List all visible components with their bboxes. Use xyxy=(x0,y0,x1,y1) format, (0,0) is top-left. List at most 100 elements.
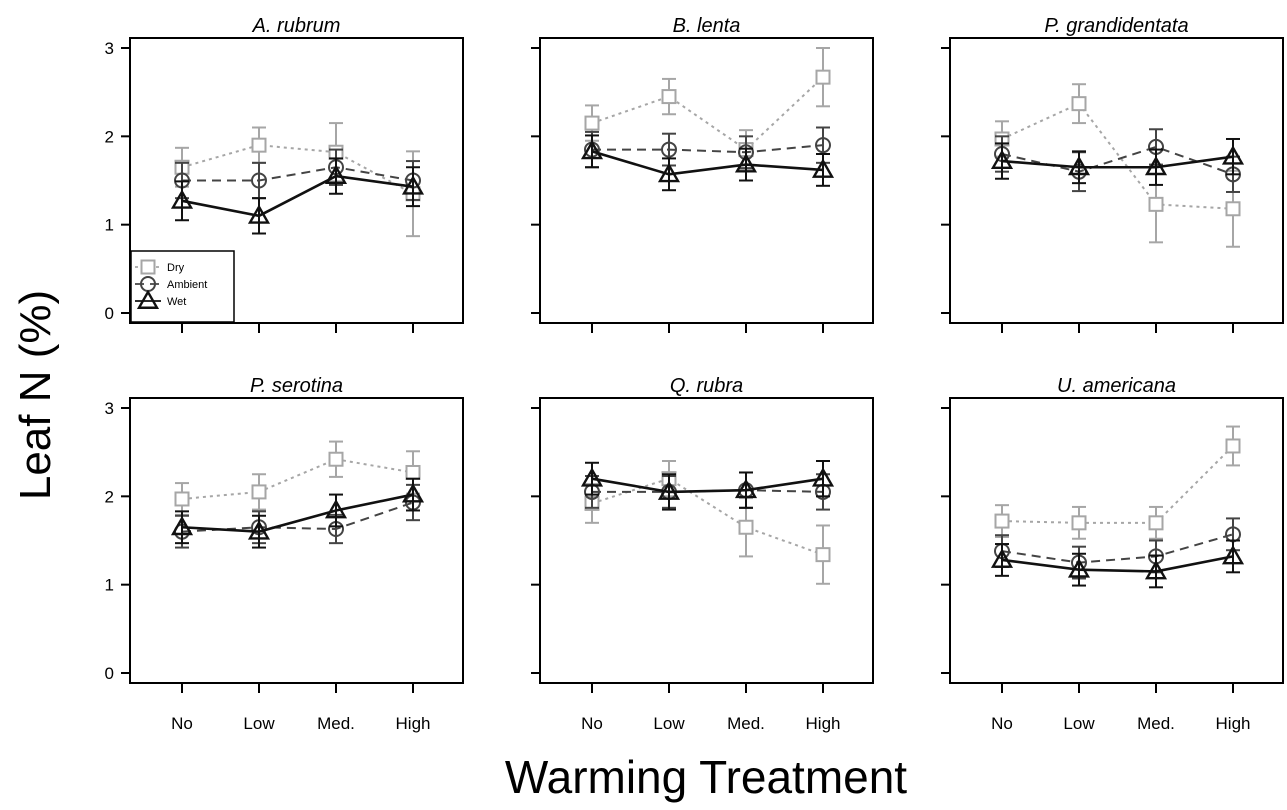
data-point xyxy=(1067,155,1091,176)
data-point xyxy=(657,480,681,500)
data-point xyxy=(401,483,425,503)
panel-title: A. rubrum xyxy=(252,15,341,37)
plot-frame xyxy=(539,397,874,684)
legend-label: Ambient xyxy=(167,279,207,291)
series-line xyxy=(1001,533,1234,564)
panel-4: Q. rubra No Low Med. High xyxy=(531,375,874,733)
series-ambient xyxy=(174,483,421,549)
data-point xyxy=(251,484,267,500)
data-point xyxy=(170,515,194,536)
plot-frame xyxy=(129,397,464,684)
x-tick-label: High xyxy=(806,714,841,733)
series-dry xyxy=(994,83,1241,248)
series-line xyxy=(181,458,414,500)
data-point xyxy=(1144,559,1168,580)
x-tick-label: Low xyxy=(1063,714,1095,733)
data-point xyxy=(174,491,190,507)
y-tick-label: 0 xyxy=(105,304,114,323)
panel-title: U. americana xyxy=(1057,375,1176,397)
data-point xyxy=(580,467,604,487)
series-line xyxy=(591,150,824,176)
data-point xyxy=(328,451,344,467)
series-wet xyxy=(170,157,425,235)
data-point xyxy=(734,478,758,499)
data-point xyxy=(1148,196,1164,212)
series-ambient xyxy=(584,126,831,170)
panel-2: P. grandidentata xyxy=(941,15,1284,333)
panel-title: Q. rubra xyxy=(670,375,743,397)
series-line xyxy=(591,76,824,151)
series-line xyxy=(181,493,414,533)
panels: A. rubrum 0 1 2 3 Dry Ambient Wet B. lenta P. gra… xyxy=(105,15,1284,733)
series-line xyxy=(1001,555,1234,573)
x-tick-label: Low xyxy=(653,714,685,733)
series-dry xyxy=(584,47,831,171)
series-wet xyxy=(580,460,835,511)
series-wet xyxy=(580,134,835,192)
plot-frame xyxy=(949,37,1284,324)
data-point xyxy=(247,520,271,540)
y-tick-label: 3 xyxy=(105,399,114,418)
plot-frame xyxy=(949,397,1284,684)
series-line xyxy=(592,489,824,493)
data-point xyxy=(324,164,348,185)
series-wet xyxy=(990,137,1245,186)
series-line xyxy=(592,144,824,154)
legend-label: Wet xyxy=(167,296,186,308)
panel-1: B. lenta xyxy=(531,15,874,333)
plot-frame xyxy=(539,37,874,324)
panel-0: A. rubrum 0 1 2 3 Dry Ambient Wet xyxy=(105,15,464,333)
data-point xyxy=(405,464,421,480)
data-point xyxy=(251,137,267,153)
x-tick-label: Med. xyxy=(727,714,765,733)
y-tick-label: 2 xyxy=(105,127,114,146)
data-point xyxy=(324,499,348,519)
y-tick-label: 3 xyxy=(105,39,114,58)
data-point xyxy=(401,175,425,195)
data-point xyxy=(990,548,1014,568)
data-point xyxy=(661,89,677,105)
series-line xyxy=(181,501,414,533)
series-line xyxy=(181,144,414,195)
data-point xyxy=(1067,558,1091,578)
series-ambient xyxy=(174,148,421,201)
x-axis-title: Warming Treatment xyxy=(505,751,907,803)
data-point xyxy=(815,137,831,154)
data-point xyxy=(990,149,1014,170)
data-point xyxy=(247,204,271,224)
series-wet xyxy=(170,477,425,549)
data-point xyxy=(1071,96,1087,112)
y-tick-label: 0 xyxy=(105,664,114,683)
y-tick-label: 1 xyxy=(105,216,114,235)
series-line xyxy=(181,174,414,218)
x-tick-label: High xyxy=(1216,714,1251,733)
series-line xyxy=(591,477,824,556)
x-tick-label: High xyxy=(396,714,431,733)
series-line xyxy=(591,477,824,494)
series-wet xyxy=(990,539,1245,589)
series-line xyxy=(1001,155,1234,169)
data-point xyxy=(815,547,831,563)
legend-marker xyxy=(140,259,156,275)
data-point xyxy=(251,172,267,189)
data-point xyxy=(170,189,194,209)
data-point xyxy=(734,153,758,173)
legend: Dry Ambient Wet xyxy=(130,250,235,323)
panel-title: B. lenta xyxy=(673,15,741,37)
data-point xyxy=(661,141,677,158)
data-point xyxy=(1221,145,1245,165)
legend-marker xyxy=(136,289,160,309)
series-dry xyxy=(174,122,421,238)
x-tick-label: Low xyxy=(243,714,275,733)
data-point xyxy=(1221,544,1245,565)
series-line xyxy=(1001,445,1234,524)
data-point xyxy=(994,513,1010,529)
x-tick-label: Med. xyxy=(317,714,355,733)
legend-label: Dry xyxy=(167,262,185,274)
data-point xyxy=(584,115,600,131)
data-point xyxy=(1225,201,1241,217)
data-point xyxy=(1071,515,1087,531)
data-point xyxy=(815,69,831,85)
y-tick-label: 1 xyxy=(105,576,114,595)
